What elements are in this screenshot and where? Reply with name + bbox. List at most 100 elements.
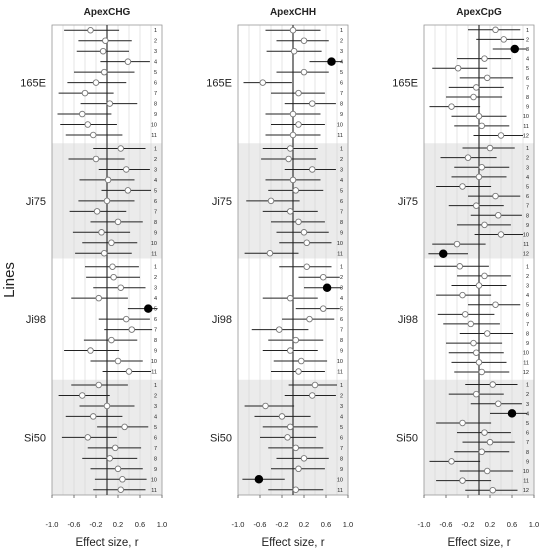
row-label: 7 bbox=[154, 209, 157, 215]
point-estimate bbox=[492, 26, 499, 34]
point-estimate bbox=[495, 212, 502, 219]
row-label: 5 bbox=[154, 307, 157, 313]
row-label: 10 bbox=[337, 359, 343, 365]
row-label: 2 bbox=[340, 157, 343, 163]
point-estimate bbox=[481, 55, 488, 62]
row-label: 3 bbox=[340, 286, 343, 292]
row-label: 8 bbox=[154, 220, 157, 226]
point-estimate bbox=[125, 368, 133, 375]
point-estimate bbox=[475, 173, 483, 181]
row-label: 1 bbox=[340, 146, 343, 152]
row-label: 3 bbox=[154, 404, 157, 410]
row-label: 9 bbox=[526, 459, 529, 465]
row-label: 10 bbox=[151, 477, 157, 483]
x-tick-label: 1.0 bbox=[529, 520, 539, 529]
panel-title: ApexCHH bbox=[270, 7, 316, 18]
group-label: Ji75 bbox=[398, 196, 418, 208]
row-label: 12 bbox=[523, 370, 529, 376]
point-estimate bbox=[103, 197, 111, 205]
point-estimate bbox=[484, 74, 491, 82]
point-estimate bbox=[108, 336, 115, 344]
row-label: 7 bbox=[340, 91, 343, 97]
x-tick-label: -1.0 bbox=[232, 520, 245, 529]
point-estimate bbox=[267, 197, 275, 205]
row-label: 9 bbox=[154, 349, 157, 355]
row-label: 1 bbox=[340, 265, 343, 271]
row-label: 7 bbox=[154, 91, 157, 97]
row-label: 11 bbox=[151, 370, 157, 376]
row-label: 5 bbox=[340, 425, 343, 431]
row-label: 3 bbox=[526, 165, 529, 171]
point-estimate bbox=[117, 486, 124, 494]
row-label: 4 bbox=[154, 60, 157, 66]
point-estimate bbox=[484, 467, 491, 475]
row-label: 8 bbox=[340, 456, 343, 462]
row-label: 11 bbox=[337, 370, 343, 376]
x-axis-title: Effect size, r bbox=[75, 537, 138, 549]
point-estimate bbox=[103, 402, 111, 410]
row-label: 7 bbox=[340, 209, 343, 215]
row-label: 8 bbox=[154, 102, 157, 108]
point-estimate bbox=[117, 284, 124, 291]
point-estimate bbox=[459, 183, 466, 190]
point-estimate bbox=[100, 68, 108, 76]
point-estimate bbox=[448, 458, 455, 465]
point-estimate bbox=[259, 79, 267, 86]
point-estimate bbox=[470, 93, 477, 101]
point-estimate bbox=[295, 218, 302, 226]
row-label: 2 bbox=[340, 275, 343, 281]
point-estimate bbox=[478, 448, 486, 456]
point-estimate bbox=[459, 291, 466, 299]
point-estimate bbox=[287, 208, 294, 215]
point-estimate bbox=[124, 58, 132, 65]
row-label: 7 bbox=[340, 328, 343, 334]
row-label: 8 bbox=[526, 332, 529, 338]
row-label: 2 bbox=[154, 39, 157, 45]
point-estimate bbox=[500, 36, 508, 43]
row-label: 6 bbox=[154, 317, 157, 323]
group-label: 165E bbox=[392, 78, 418, 90]
point-estimate bbox=[84, 121, 91, 128]
point-estimate bbox=[284, 434, 291, 441]
point-estimate bbox=[473, 349, 480, 356]
group-label: 165E bbox=[206, 78, 232, 90]
row-label: 1 bbox=[526, 146, 529, 152]
point-estimate bbox=[448, 103, 455, 110]
point-estimate bbox=[110, 273, 117, 281]
row-label: 8 bbox=[340, 102, 343, 108]
point-estimate bbox=[106, 100, 113, 107]
row-label: 11 bbox=[151, 133, 157, 139]
group-label: Ji98 bbox=[212, 314, 232, 326]
point-estimate bbox=[78, 110, 86, 118]
x-tick-label: -0.6 bbox=[254, 520, 267, 529]
row-label: 4 bbox=[340, 178, 343, 184]
row-label: 3 bbox=[154, 167, 157, 173]
row-label: 3 bbox=[340, 49, 343, 55]
point-estimate bbox=[114, 218, 122, 226]
point-estimate bbox=[467, 320, 475, 328]
point-estimate bbox=[292, 187, 300, 194]
point-estimate bbox=[492, 301, 499, 308]
point-estimate bbox=[87, 26, 94, 34]
point-estimate bbox=[93, 208, 101, 215]
point-estimate bbox=[111, 444, 119, 452]
point-estimate bbox=[292, 444, 300, 452]
point-estimate bbox=[99, 47, 107, 55]
point-estimate bbox=[464, 154, 472, 161]
panel-ApexCpG: ApexCpG123456789101112165E12345678910111… bbox=[392, 7, 539, 549]
row-label: 6 bbox=[340, 199, 343, 205]
point-estimate-significant bbox=[143, 304, 153, 313]
row-label: 4 bbox=[526, 57, 529, 63]
point-estimate bbox=[475, 282, 483, 289]
row-label: 5 bbox=[340, 70, 343, 76]
row-label: 6 bbox=[154, 435, 157, 441]
row-label: 4 bbox=[154, 414, 157, 420]
group-label: Si50 bbox=[396, 432, 418, 444]
point-estimate bbox=[459, 419, 466, 427]
point-estimate bbox=[119, 476, 126, 483]
x-tick-label: 1.0 bbox=[343, 520, 353, 529]
row-label: 11 bbox=[523, 242, 529, 248]
panel-title: ApexCpG bbox=[456, 7, 502, 18]
point-estimate-significant bbox=[439, 249, 448, 258]
